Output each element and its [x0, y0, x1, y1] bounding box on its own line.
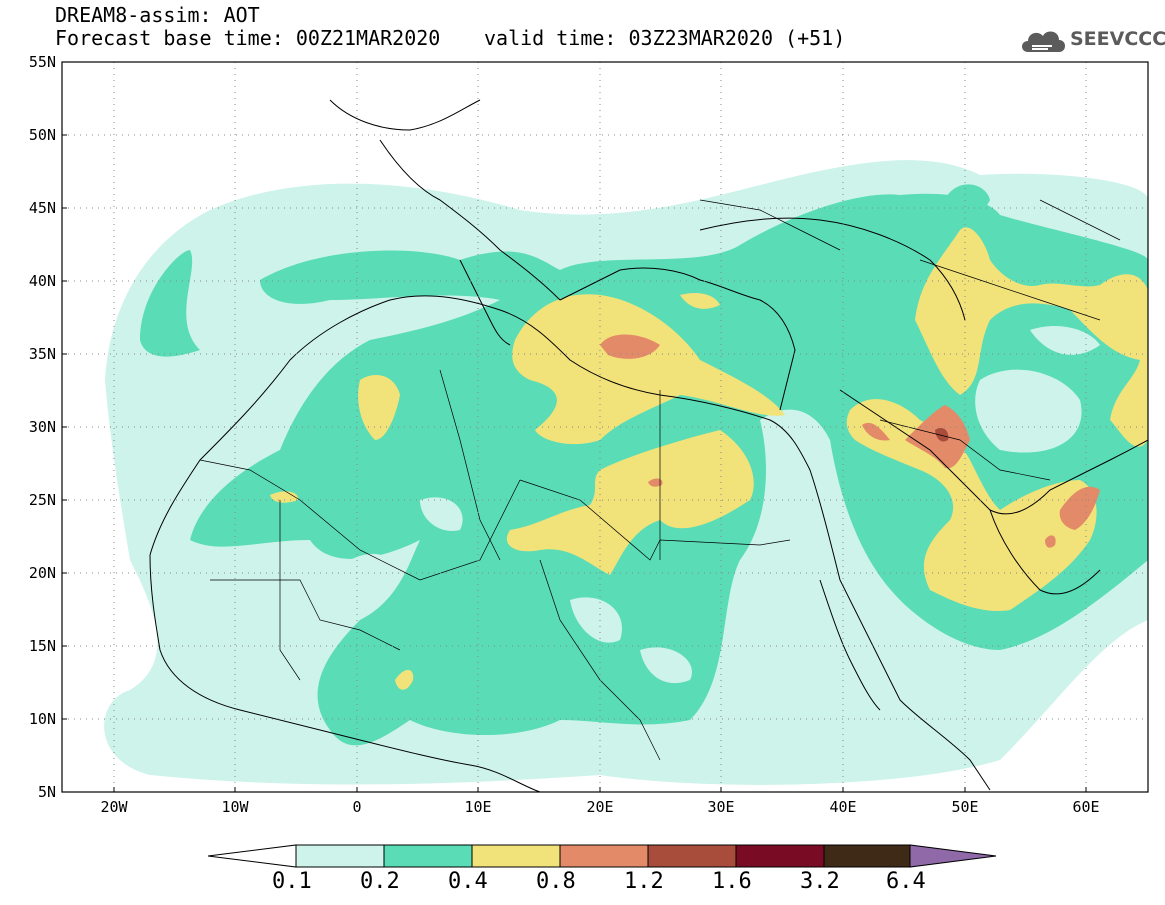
colorbar-label: 0.2 [360, 869, 400, 894]
colorbar-label: 3.2 [800, 869, 840, 894]
cloud-logo-icon [1022, 31, 1065, 52]
colorbar-label: 0.1 [272, 869, 312, 894]
lat-label: 15N [29, 637, 56, 655]
lat-label: 20N [29, 564, 56, 582]
lon-label: 60E [1072, 798, 1099, 816]
colorbar-segment [295, 844, 385, 868]
colorbar-segment [559, 844, 649, 868]
colorbar-label: 6.4 [886, 869, 926, 894]
lon-label: 10E [464, 798, 491, 816]
lat-label: 50N [29, 126, 56, 144]
lat-label: 10N [29, 710, 56, 728]
ticks [62, 61, 1087, 792]
colorbar-high-arrow [909, 844, 997, 868]
lat-label: 25N [29, 491, 56, 509]
lat-label: 55N [29, 53, 56, 71]
aot-field [104, 160, 1148, 785]
latitude-labels: 55N 50N 45N 40N 35N 30N 25N 20N 15N 10N … [29, 53, 56, 801]
colorbar-segment [823, 844, 911, 868]
lat-label: 5N [38, 783, 56, 801]
lat-label: 35N [29, 345, 56, 363]
longitude-labels: 20W 10W 0 10E 20E 30E 40E 50E 60E [100, 798, 1099, 816]
lon-label: 0 [352, 798, 361, 816]
lat-label: 30N [29, 418, 56, 436]
valid-time: valid time: 03Z23MAR2020 (+51) [484, 26, 846, 50]
colorbar-label: 1.6 [712, 869, 752, 894]
lat-label: 45N [29, 199, 56, 217]
colorbar [207, 844, 997, 868]
grid [62, 62, 1148, 792]
lat-label: 40N [29, 272, 56, 290]
coastlines [149, 99, 1148, 792]
seevccc-logo: SEEVCCC [1018, 24, 1165, 58]
lon-label: 20W [100, 798, 128, 816]
lon-label: 50E [951, 798, 978, 816]
lon-label: 30E [707, 798, 734, 816]
colorbar-label: 0.4 [448, 869, 488, 894]
colorbar-segment [735, 844, 825, 868]
colorbar-label: 0.8 [536, 869, 576, 894]
forecast-base-time: Forecast base time: 00Z21MAR2020 [55, 26, 441, 50]
lon-label: 10W [221, 798, 249, 816]
colorbar-low-arrow [207, 844, 297, 868]
borders [199, 199, 1121, 761]
colorbar-label: 1.2 [624, 869, 664, 894]
map-title: DREAM8-assim: AOT [55, 3, 260, 27]
lon-label: 20E [586, 798, 613, 816]
colorbar-segment [383, 844, 473, 868]
logo-text: SEEVCCC [1070, 28, 1165, 50]
lon-label: 40E [829, 798, 856, 816]
colorbar-segment [647, 844, 737, 868]
colorbar-segment [471, 844, 561, 868]
